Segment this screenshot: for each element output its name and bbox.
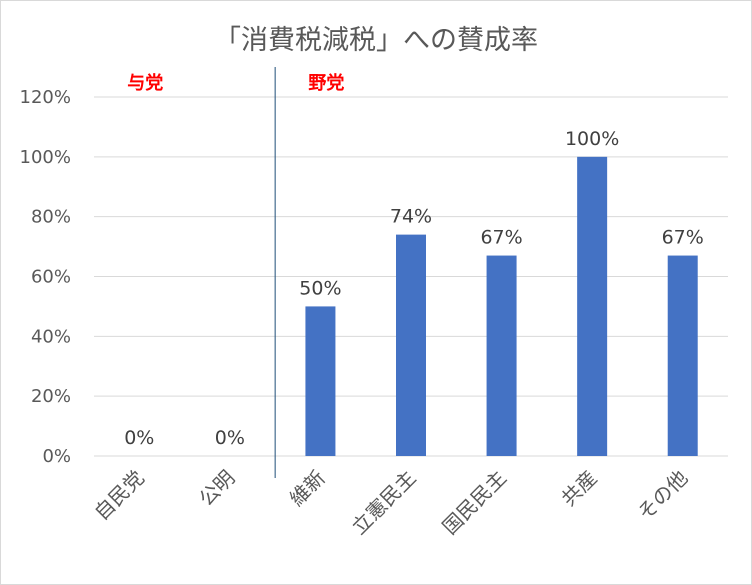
category-labels: 自民党 公明 維新 立憲民主 国民民主 共産 その他 <box>89 466 692 540</box>
data-label: 74% <box>390 206 432 228</box>
chart-title: 「消費税減税」への賛成率 <box>214 25 538 56</box>
y-tick-label: 20% <box>31 386 71 407</box>
y-tick-label: 0% <box>42 446 71 467</box>
category-label: 国民民主 <box>438 466 512 540</box>
category-label: 自民党 <box>89 466 148 525</box>
y-tick-label: 100% <box>20 147 71 168</box>
y-tick-label: 60% <box>31 267 71 288</box>
bar <box>396 234 426 456</box>
bar <box>305 306 336 456</box>
y-tick-label: 120% <box>20 87 71 108</box>
group-label: 与党 <box>127 72 163 94</box>
category-label: 立憲民主 <box>347 466 421 540</box>
data-label: 0% <box>124 427 154 449</box>
y-tick-label: 40% <box>31 326 71 347</box>
bars <box>305 156 698 457</box>
y-axis-tick-labels: 0% 20% 40% 60% 80% 100% 120% <box>20 87 71 467</box>
data-label: 0% <box>215 427 245 449</box>
data-labels: 0% 0% 50% 74% 67% 100% 67% <box>124 128 704 449</box>
group-label: 野党 <box>308 72 344 94</box>
data-label: 67% <box>662 227 704 249</box>
category-label: 公明 <box>194 466 239 511</box>
bar <box>486 255 517 456</box>
data-label: 50% <box>299 277 341 299</box>
bar <box>667 255 698 456</box>
group-labels: 与党 野党 <box>127 72 344 94</box>
bar <box>577 156 608 457</box>
y-tick-label: 80% <box>31 207 71 228</box>
category-label: 維新 <box>285 466 330 511</box>
data-label: 100% <box>565 128 619 150</box>
category-label: 共産 <box>556 466 601 511</box>
category-label: その他 <box>633 466 692 525</box>
data-label: 67% <box>480 227 522 249</box>
